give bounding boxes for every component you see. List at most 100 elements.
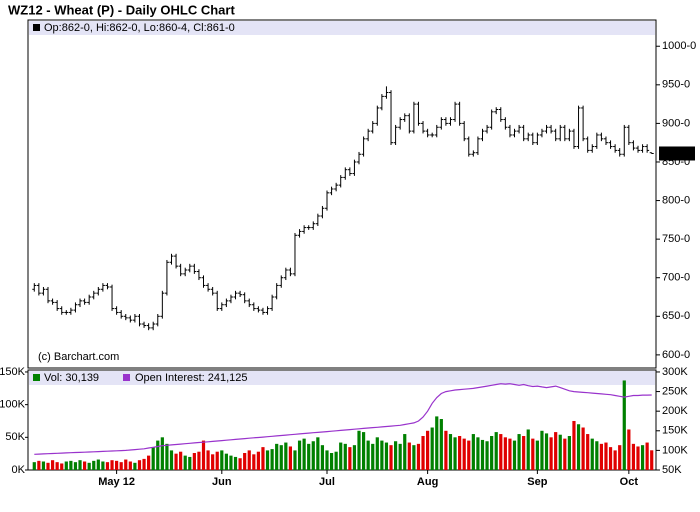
volume-bar	[554, 432, 558, 470]
volume-bar	[101, 461, 105, 470]
volume-bar	[192, 453, 196, 470]
volume-bar	[160, 437, 164, 470]
volume-bar	[73, 462, 78, 470]
volume-bar	[471, 434, 475, 470]
volume-bar	[165, 443, 169, 470]
volume-bar	[229, 455, 233, 470]
volume-bar	[275, 443, 279, 470]
volume-bar	[444, 430, 448, 470]
volume-bar	[357, 430, 361, 470]
volume-bar	[82, 461, 87, 470]
x-tick-label: Jun	[212, 476, 232, 488]
volume-bar	[407, 442, 411, 470]
volume-bar	[371, 443, 375, 470]
volume-bar	[508, 438, 512, 470]
volume-bar	[183, 455, 187, 470]
volume-bar	[435, 416, 439, 470]
y-tick-label: 1000-0	[662, 40, 696, 52]
volume-bar	[599, 443, 604, 470]
volume-bar	[512, 440, 517, 470]
y2-tick-label: 150K	[662, 425, 688, 437]
volume-bar	[412, 445, 416, 470]
volume-bar	[105, 462, 110, 470]
y2-tick-label: 50K	[662, 464, 682, 476]
y2-tick-label: 250K	[662, 385, 688, 397]
volume-bar	[499, 434, 503, 470]
volume-bar	[453, 437, 457, 470]
volume-bar	[110, 460, 114, 470]
volume-bar	[416, 443, 421, 470]
volume-bar	[69, 460, 73, 470]
volume-bar	[224, 453, 228, 470]
volume-bar	[544, 433, 549, 470]
x-tick-label: Jul	[319, 476, 335, 488]
volume-bar	[622, 380, 626, 470]
volume-bar	[517, 434, 521, 470]
y-tick-label: 0K	[12, 464, 26, 476]
volume-bar	[490, 436, 494, 470]
volume-bar	[458, 436, 462, 470]
volume-bar	[339, 442, 343, 470]
volume-bar	[540, 430, 544, 470]
volume-bar	[128, 461, 132, 470]
volume-bar	[576, 424, 581, 470]
legend-swatch	[33, 374, 40, 381]
volume-bar	[293, 450, 297, 470]
volume-bar	[60, 463, 64, 470]
volume-bar	[476, 437, 480, 470]
x-tick-label: Sep	[527, 476, 547, 488]
volume-bar	[247, 450, 251, 470]
volume-bar	[64, 461, 68, 470]
y-tick-label: 750-0	[662, 233, 690, 245]
volume-bar	[334, 451, 338, 470]
volume-bar	[279, 445, 283, 470]
volume-bar	[41, 461, 46, 470]
volume-bar	[380, 440, 384, 470]
volume-bar	[522, 436, 526, 470]
volume-bar	[32, 462, 36, 470]
y-tick-label: 600-0	[662, 349, 690, 361]
volume-bar	[124, 459, 128, 470]
x-tick-label: Oct	[620, 476, 639, 488]
volume-bar	[119, 462, 123, 470]
volume-bar	[46, 462, 50, 470]
volume-bar	[87, 462, 91, 470]
volume-bar	[284, 442, 288, 470]
volume-bar	[462, 438, 466, 470]
y2-tick-label: 100K	[662, 444, 688, 456]
volume-bar	[142, 458, 146, 470]
volume-bar	[421, 436, 425, 470]
volume-bar	[613, 450, 617, 470]
volume-bar	[627, 429, 631, 470]
volume-bar	[179, 451, 183, 470]
volume-bar	[215, 451, 219, 470]
volume-bar	[265, 450, 270, 470]
volume-bar	[563, 438, 567, 470]
volume-bar	[252, 454, 256, 470]
volume-bar	[325, 450, 329, 470]
volume-bar	[320, 445, 325, 470]
volume-bar	[389, 445, 393, 470]
volume-bar	[494, 432, 498, 470]
watermark: (c) Barchart.com	[38, 351, 119, 363]
volume-bar	[261, 447, 265, 470]
price-legend-band	[29, 21, 655, 35]
volume-bar	[133, 462, 137, 470]
volume-bar	[78, 460, 82, 470]
volume-bar	[618, 445, 622, 470]
volume-bar	[375, 437, 379, 470]
last-price-label: 861-0	[662, 147, 690, 159]
volume-bar	[558, 434, 562, 470]
volume-bar	[361, 432, 366, 470]
volume-bar	[645, 442, 649, 470]
volume-bar	[426, 430, 430, 470]
volume-bar	[526, 429, 530, 470]
x-tick-label: Aug	[417, 476, 438, 488]
volume-bar	[288, 446, 293, 470]
volume-bar	[156, 440, 160, 470]
volume-bar	[352, 445, 357, 470]
volume-bar	[188, 456, 192, 470]
volume-bar	[92, 460, 96, 470]
y-tick-label: 800-0	[662, 194, 690, 206]
legend-swatch	[33, 24, 40, 31]
